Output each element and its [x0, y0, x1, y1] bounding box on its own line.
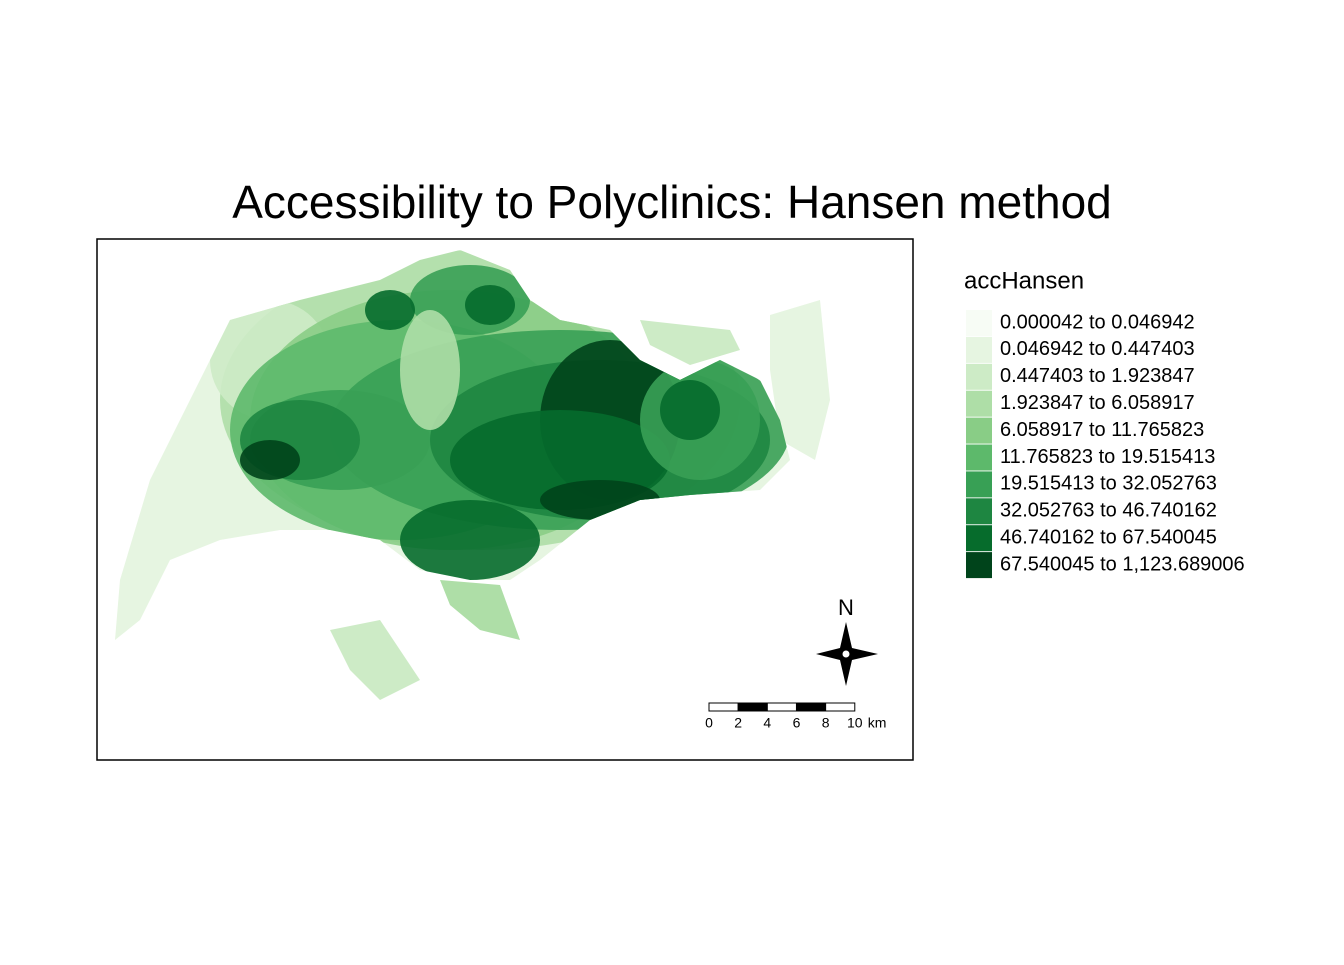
land-class — [240, 440, 300, 480]
scale-label: 0 — [705, 715, 713, 731]
legend-swatch — [966, 471, 992, 498]
legend-swatch — [966, 498, 992, 525]
land — [440, 580, 520, 640]
scale-segment — [825, 702, 856, 712]
scale-label: 6 — [793, 715, 801, 731]
scale-label: 8 — [822, 715, 830, 731]
legend-swatch — [966, 417, 992, 444]
legend-swatch — [966, 390, 992, 417]
legend-label: 32.052763 to 46.740162 — [1000, 500, 1217, 522]
scale-label: 4 — [763, 715, 771, 731]
land-class — [400, 500, 540, 580]
scale-label: 10 — [847, 715, 863, 731]
scale-segment — [737, 702, 768, 712]
legend-title: accHansen — [964, 267, 1084, 294]
legend-label: 0.000042 to 0.046942 — [1000, 311, 1195, 333]
legend-label: 6.058917 to 11.765823 — [1000, 419, 1204, 441]
legend-swatch — [966, 552, 992, 579]
scale-label: 2 — [734, 715, 742, 731]
land-classes — [210, 250, 790, 580]
legend-label: 19.515413 to 32.052763 — [1000, 473, 1217, 495]
legend-label: 11.765823 to 19.515413 — [1000, 446, 1215, 468]
land-class — [540, 480, 660, 520]
land — [770, 300, 830, 460]
map-frame — [96, 238, 914, 761]
land — [640, 320, 740, 365]
scale-segment — [795, 702, 827, 712]
title: Accessibility to Polyclinics: Hansen met… — [232, 176, 1111, 228]
land-class — [465, 285, 515, 325]
legend-label: 0.046942 to 0.447403 — [1000, 338, 1195, 360]
scale-segment — [708, 702, 739, 712]
legend-label: 1.923847 to 6.058917 — [1000, 392, 1195, 414]
legend-swatch — [966, 310, 992, 336]
legend-label: 46.740162 to 67.540045 — [1000, 526, 1217, 548]
land — [330, 620, 420, 700]
north-arrow-hub — [841, 649, 851, 659]
land-class — [660, 380, 720, 440]
legend-label: 67.540045 to 1,123.689006 — [1000, 553, 1245, 575]
scale-unit: km — [868, 715, 887, 731]
legend-swatch — [966, 363, 992, 390]
legend-swatch — [966, 444, 992, 471]
north-label: N — [838, 595, 854, 620]
land-class — [365, 290, 415, 330]
legend-swatch — [966, 336, 992, 363]
land-class — [400, 310, 460, 430]
legend-label: 0.447403 to 1.923847 — [1000, 365, 1195, 387]
scale-segment — [766, 702, 797, 712]
legend-swatch — [966, 525, 992, 552]
